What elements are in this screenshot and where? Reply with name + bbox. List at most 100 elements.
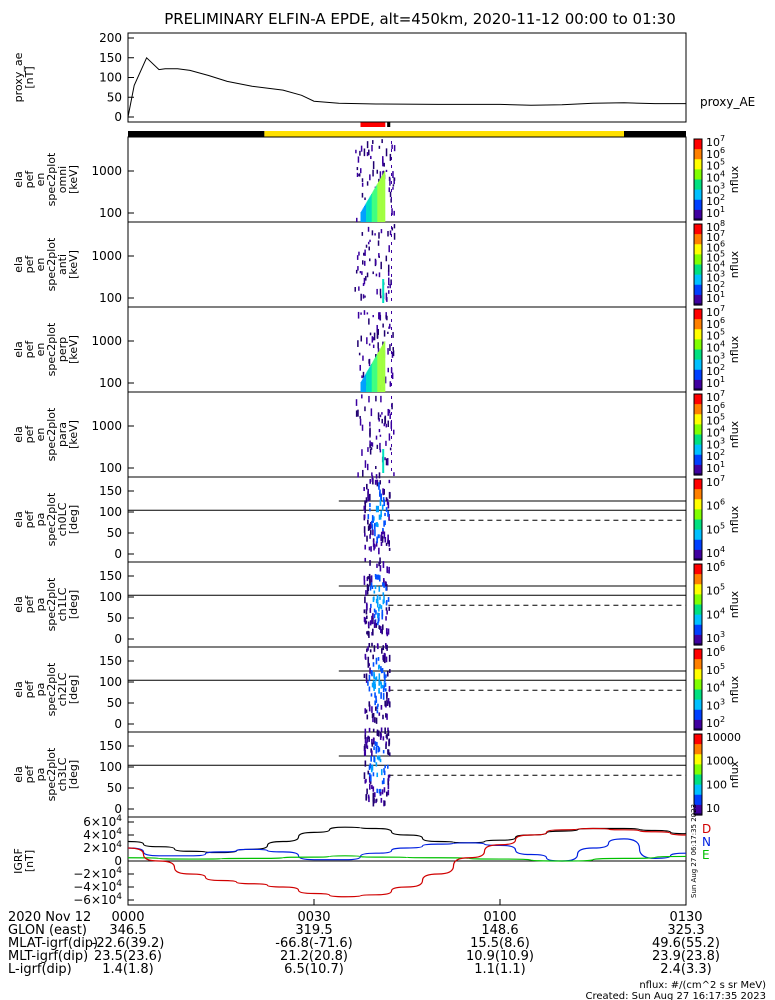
colorbar-tick-label-exp: 3 <box>720 630 725 639</box>
colorbar-cell <box>694 689 702 693</box>
panel-ylabel: pa <box>34 513 47 527</box>
colorbar-cell <box>694 677 702 680</box>
pitch-angle-pixel <box>368 663 370 667</box>
panel-ylabel: pef <box>23 765 36 784</box>
colorbar-cell <box>694 143 702 146</box>
pitch-angle-pixel <box>385 600 388 604</box>
panel-ylabel: proxy_ae <box>12 52 25 102</box>
colorbar-cell <box>694 511 702 515</box>
pitch-angle-pixel <box>376 755 379 760</box>
colorbar-frame <box>693 733 703 816</box>
pitch-angle-pixel <box>384 653 386 660</box>
colorbar-cell <box>694 448 702 452</box>
colorbar-cell <box>694 568 702 571</box>
spectrogram-column <box>361 379 363 392</box>
colorbar-tick-label-base: 10 <box>706 306 720 319</box>
colorbar-tick-label-base: 10 <box>706 664 720 677</box>
y-tick-label: 50 <box>107 696 122 710</box>
colorbar-cell <box>694 205 702 209</box>
colorbar-cell <box>694 351 702 355</box>
spectrogram-pixel <box>375 260 377 265</box>
colorbar-cell <box>694 535 702 539</box>
pitch-angle-pixel <box>381 537 384 543</box>
pitch-angle-pixel <box>378 757 380 761</box>
spectrogram-pixel <box>389 344 391 351</box>
pitch-angle-pixel <box>388 738 391 745</box>
pitch-angle-pixel <box>367 646 369 651</box>
colorbar-cell <box>694 602 702 606</box>
colorbar-cell <box>694 153 702 156</box>
colorbar-cell <box>694 802 702 806</box>
colorbar-cell <box>694 798 702 802</box>
pitch-angle-pixel <box>365 678 368 683</box>
colorbar-cell <box>694 442 702 446</box>
colorbar-cell <box>694 555 702 559</box>
colorbar-cell <box>694 772 702 776</box>
colorbar-cell <box>694 363 702 367</box>
spectrogram-pixel <box>366 152 369 157</box>
pitch-angle-pixel <box>382 654 384 660</box>
pitch-angle-pixel <box>385 741 388 746</box>
pitch-angle-pixel <box>379 603 381 609</box>
colorbar-tick-label-exp: 7 <box>720 389 725 398</box>
pitch-angle-pixel <box>372 728 375 732</box>
pitch-angle-pixel <box>388 547 391 551</box>
pitch-angle-pixel <box>374 573 377 578</box>
pitch-angle-pixel <box>379 499 382 506</box>
colorbar-cell <box>694 596 702 600</box>
pitch-angle-pixel <box>369 585 372 591</box>
colorbar-tick-label-base: 10 <box>706 608 720 621</box>
pitch-angle-pixel <box>374 544 376 549</box>
colorbar-cell <box>694 578 702 581</box>
spectrogram-pixel <box>379 312 381 320</box>
spectrogram-pixel <box>377 240 380 246</box>
colorbar-cell <box>694 147 702 150</box>
colorbar-tick-label: 103 <box>706 630 725 645</box>
pitch-angle-pixel <box>378 561 380 567</box>
colorbar-cell <box>694 270 702 274</box>
pitch-angle-pixel <box>371 738 373 745</box>
spectrogram-pixel <box>361 424 364 431</box>
panel-frame <box>127 646 687 733</box>
panel <box>127 32 687 123</box>
pitch-angle-pixel <box>382 582 384 587</box>
y-tick-label: 150 <box>99 569 122 583</box>
colorbar-cell <box>694 189 702 193</box>
colorbar-cell <box>694 272 702 276</box>
pitch-angle-pixel <box>370 670 373 676</box>
pitch-angle-pixel <box>363 616 366 622</box>
pitch-angle-pixel <box>387 749 390 755</box>
pitch-angle-pixel <box>367 735 369 740</box>
colorbar-tick-label-base: 10 <box>706 231 720 244</box>
colorbar-cell <box>694 353 702 357</box>
spectrogram-pixel <box>361 271 363 275</box>
spectrogram-pixel <box>381 412 383 415</box>
colorbar-cell <box>694 612 702 616</box>
colorbar-cell <box>694 177 702 181</box>
footer-cell: 148.6 <box>481 923 518 938</box>
colorbar-cell <box>694 313 702 316</box>
colorbar-cell <box>694 163 702 166</box>
colorbar-cell <box>694 513 702 517</box>
spectrogram-pixel <box>388 277 390 286</box>
pitch-angle-pixel <box>387 730 390 737</box>
pitch-angle-pixel <box>371 585 374 589</box>
spectrogram-pixel <box>384 416 386 425</box>
colorbar-cell <box>694 681 702 685</box>
spectrogram-pixel <box>385 423 388 428</box>
spectrogram-column <box>363 377 365 392</box>
colorbar-cell <box>694 614 702 618</box>
pitch-angle-pixel <box>369 607 372 613</box>
spectrogram-pixel <box>355 410 358 417</box>
colorbar-cell <box>694 207 702 211</box>
colorbar-tick-label: 106 <box>706 401 725 416</box>
colorbar-cell <box>694 788 702 792</box>
colorbar-cell <box>694 636 702 640</box>
spectrogram-pixel <box>389 153 392 161</box>
pitch-angle-pixel <box>374 792 376 798</box>
panel-ylabel: ch2LC <box>56 672 69 706</box>
footer-cell: 23.9(23.8) <box>652 949 720 964</box>
pitch-angle-pixel <box>376 563 378 568</box>
colorbar-cell <box>694 796 702 800</box>
colorbar-cell <box>694 509 702 512</box>
